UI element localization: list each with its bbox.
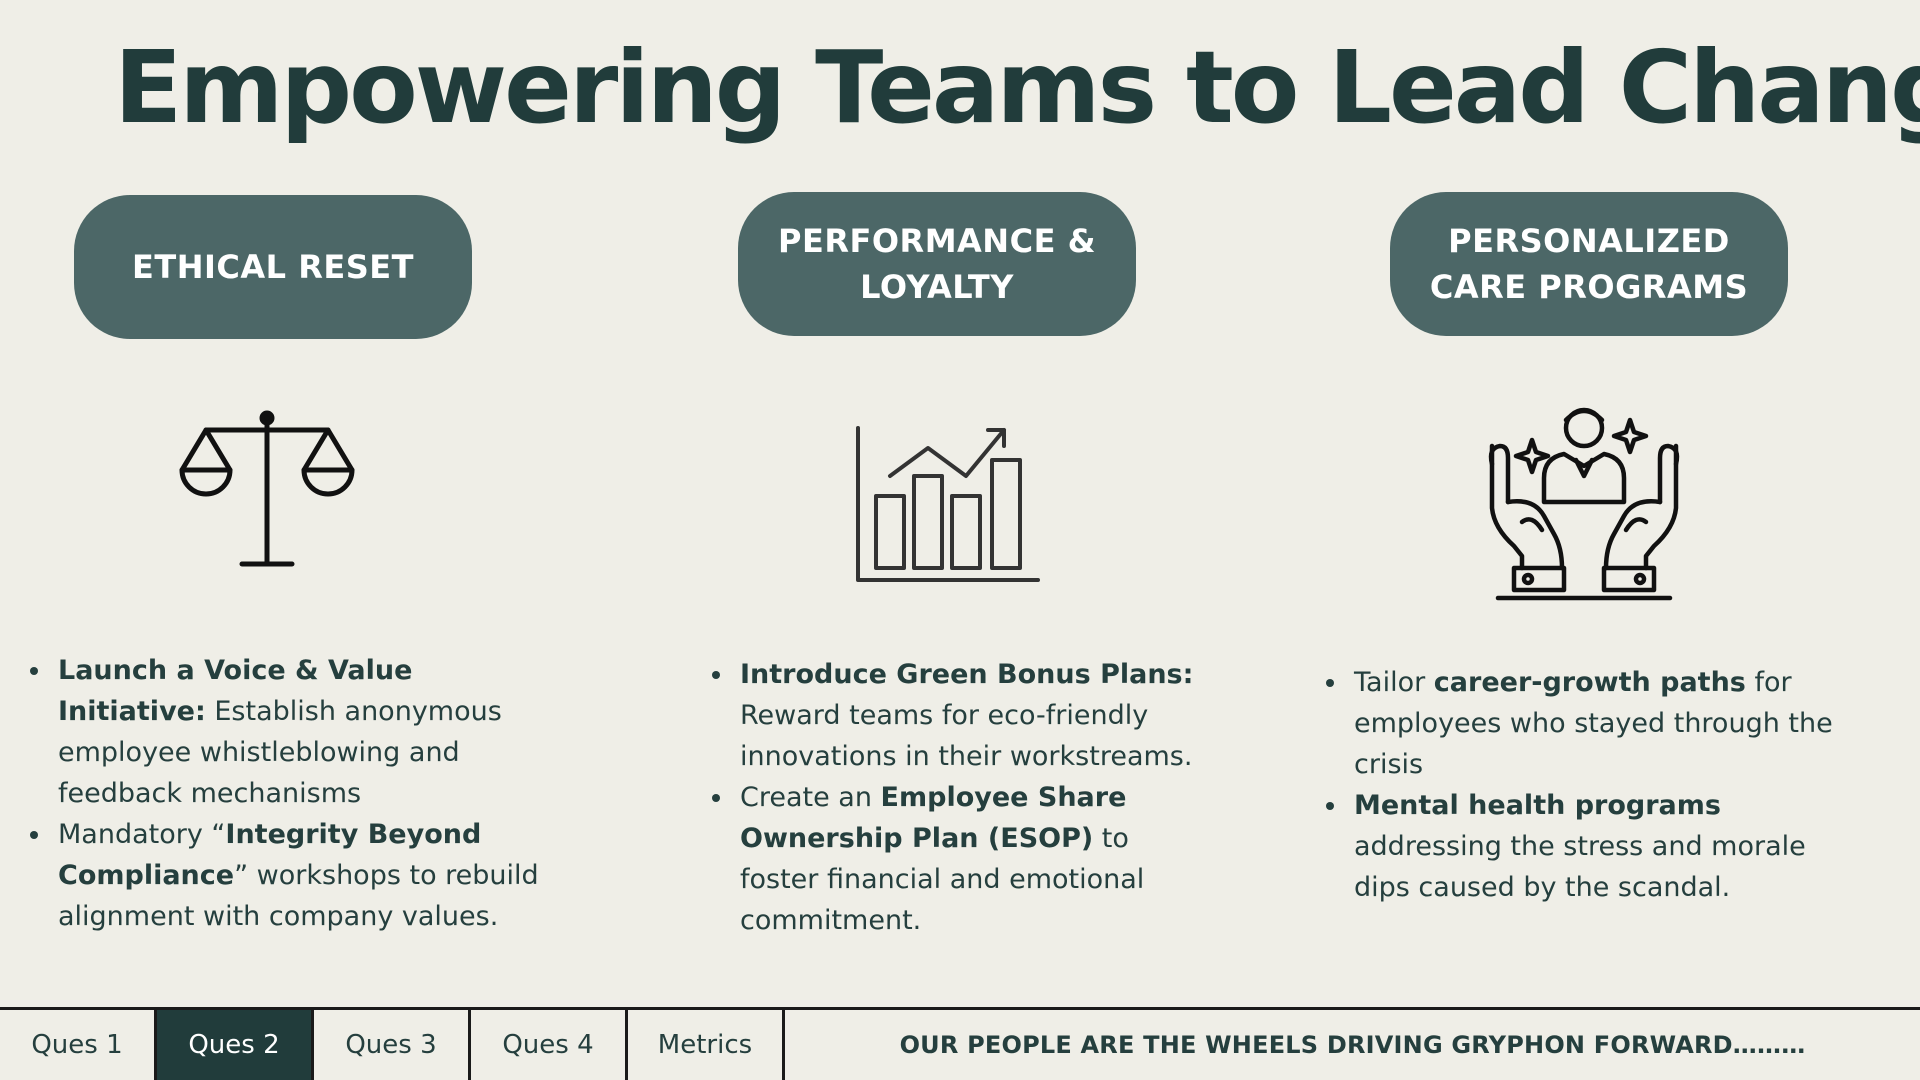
heading-ethical-reset: ETHICAL RESET xyxy=(74,195,472,339)
tab-metrics[interactable]: Metrics xyxy=(628,1010,785,1080)
list-item: Tailor career-growth paths for employees… xyxy=(1326,662,1866,785)
growth-chart-icon xyxy=(856,426,1040,582)
heading-label: PERSONALIZED CARE PROGRAMS xyxy=(1429,222,1749,306)
bullet-list-performance-loyalty: Introduce Green Bonus Plans: Reward team… xyxy=(712,654,1212,941)
heading-personalized-care: PERSONALIZED CARE PROGRAMS xyxy=(1390,192,1788,336)
footer-tagline: OUR PEOPLE ARE THE WHEELS DRIVING GRYPHO… xyxy=(899,1031,1806,1059)
list-item: Mental health programs addressing the st… xyxy=(1326,785,1866,908)
list-item: Introduce Green Bonus Plans: Reward team… xyxy=(712,654,1212,777)
employee-care-icon xyxy=(1488,407,1680,601)
tab-ques-3[interactable]: Ques 3 xyxy=(314,1010,471,1080)
heading-performance-loyalty: PERFORMANCE & LOYALTY xyxy=(738,192,1136,336)
list-item: Launch a Voice & Value Initiative: Estab… xyxy=(30,650,550,814)
page-title: Empowering Teams to Lead Change xyxy=(114,29,1920,146)
bullet-list-ethical-reset: Launch a Voice & Value Initiative: Estab… xyxy=(30,650,550,937)
tab-bar: Ques 1 Ques 2 Ques 3 Ques 4 Metrics OUR … xyxy=(0,1007,1920,1080)
list-item: Mandatory “Integrity Beyond Compliance” … xyxy=(30,814,550,937)
bullet-list-personalized-care: Tailor career-growth paths for employees… xyxy=(1326,662,1866,908)
scales-icon xyxy=(179,410,355,567)
tab-ques-2[interactable]: Ques 2 xyxy=(157,1010,314,1080)
heading-label: PERFORMANCE & LOYALTY xyxy=(778,222,1096,306)
tab-ques-4[interactable]: Ques 4 xyxy=(471,1010,628,1080)
list-item: Create an Employee Share Ownership Plan … xyxy=(712,777,1212,941)
heading-label: ETHICAL RESET xyxy=(132,248,414,286)
tab-ques-1[interactable]: Ques 1 xyxy=(0,1010,157,1080)
